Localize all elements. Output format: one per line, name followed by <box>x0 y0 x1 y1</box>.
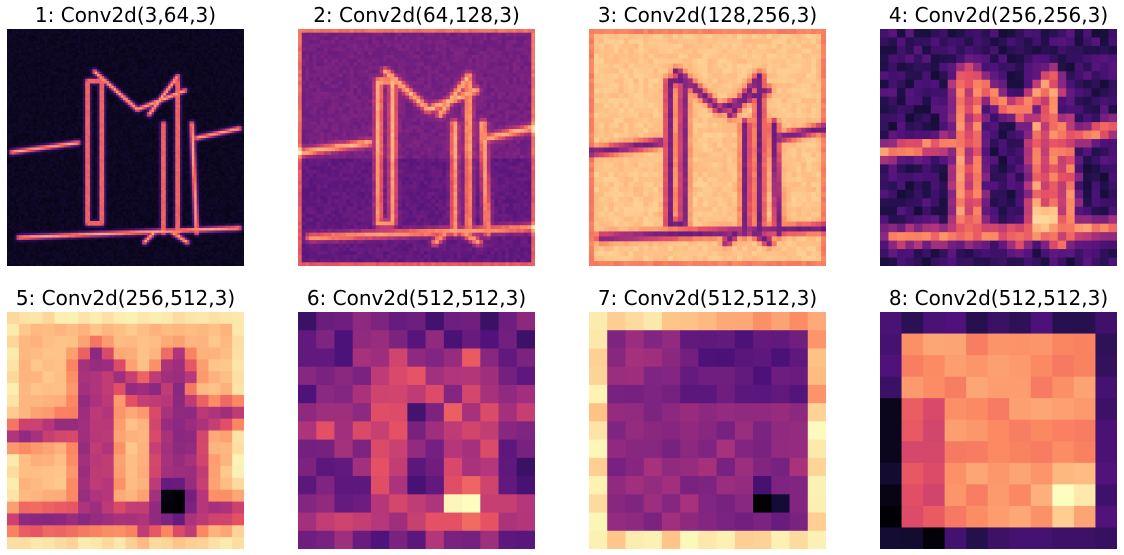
feature-map-3 <box>589 29 826 266</box>
panel-title: 3: Conv2d(128,256,3) <box>597 3 818 27</box>
panel-title: 7: Conv2d(512,512,3) <box>597 286 818 310</box>
feature-map-4 <box>880 29 1117 266</box>
feature-map-6 <box>298 312 535 549</box>
feature-map-7 <box>589 312 826 549</box>
panel-title: 4: Conv2d(256,256,3) <box>888 3 1109 27</box>
panel-title: 5: Conv2d(256,512,3) <box>15 286 236 310</box>
feature-map-5 <box>7 312 244 549</box>
panel-title: 2: Conv2d(64,128,3) <box>313 3 520 27</box>
feature-map-1 <box>7 29 244 266</box>
panel-title: 6: Conv2d(512,512,3) <box>306 286 527 310</box>
feature-map-8 <box>880 312 1117 549</box>
panel-title: 1: Conv2d(3,64,3) <box>34 3 217 27</box>
panel-title: 8: Conv2d(512,512,3) <box>888 286 1109 310</box>
feature-map-2 <box>298 29 535 266</box>
